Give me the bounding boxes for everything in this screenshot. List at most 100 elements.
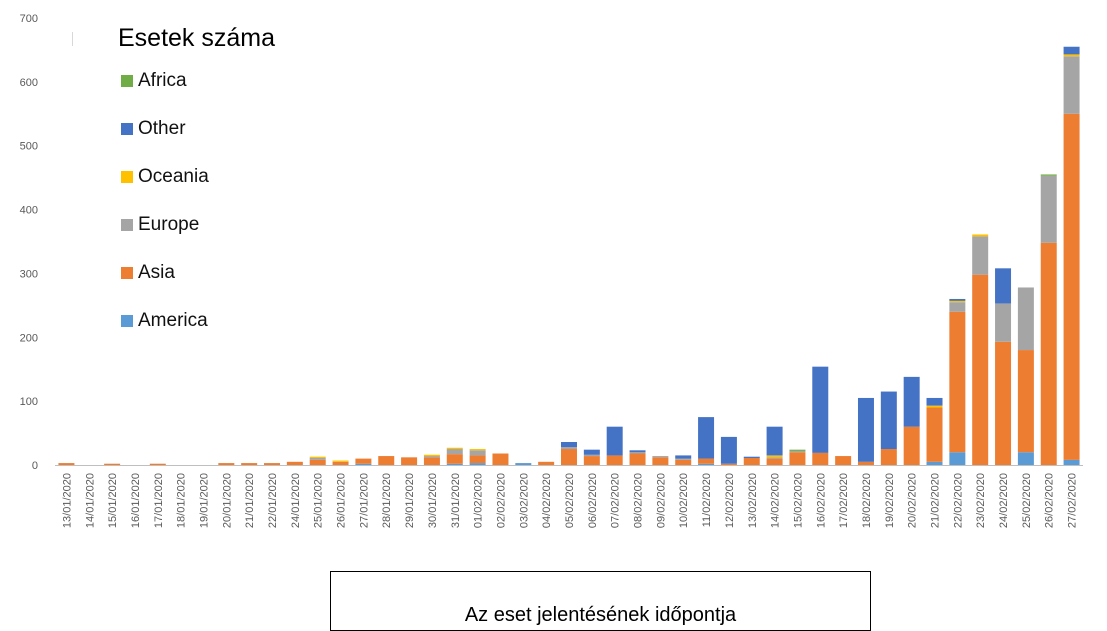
x-tick-label: 26/02/2020 xyxy=(1044,473,1056,528)
legend-item-africa: Africa xyxy=(121,70,187,92)
x-tick-label: 29/01/2020 xyxy=(404,473,416,528)
x-tick-label: 01/02/2020 xyxy=(473,473,485,528)
bar-segment-other xyxy=(857,397,874,462)
x-tick-label: 13/02/2020 xyxy=(747,473,759,528)
bar-segment-america xyxy=(926,461,943,465)
bar-segment-europe xyxy=(766,457,783,459)
bar-segment-asia xyxy=(401,457,418,465)
legend-item-other: Other xyxy=(121,118,186,140)
bar-segment-asia xyxy=(378,456,395,465)
bar-segment-other xyxy=(561,442,577,448)
legend-label: Africa xyxy=(138,70,187,91)
y-tick-label: 200 xyxy=(20,332,38,344)
bar-segment-other xyxy=(949,298,966,301)
x-tick-label: 16/02/2020 xyxy=(815,473,827,528)
bar-segment-oceania xyxy=(469,449,486,451)
bar-segment-oceania xyxy=(423,454,440,457)
y-tick-label: 500 xyxy=(20,141,38,153)
bar-segment-america xyxy=(469,463,486,465)
y-tick-label: 400 xyxy=(20,205,38,217)
bar-segment-asia xyxy=(972,274,989,465)
bar-segment-asia xyxy=(423,457,440,465)
x-tick-label: 10/02/2020 xyxy=(678,473,690,528)
legend-swatch xyxy=(121,267,133,279)
x-tick-label: 16/01/2020 xyxy=(130,473,142,528)
bar-segment-asia xyxy=(1063,113,1080,460)
bar-segment-america xyxy=(446,463,463,465)
y-tick-label: 0 xyxy=(32,460,38,472)
x-tick-label: 31/01/2020 xyxy=(450,473,462,528)
bar-segment-oceania xyxy=(332,460,349,462)
bar-segment-other xyxy=(629,450,646,453)
bar-segment-asia xyxy=(606,455,623,465)
bar-segment-other xyxy=(583,449,600,455)
bar-segment-asia xyxy=(995,341,1012,465)
x-tick-label: 03/02/2020 xyxy=(518,473,530,528)
y-tick-label: 700 xyxy=(20,13,38,25)
x-tick-label: 02/02/2020 xyxy=(495,473,507,528)
bar-segment-other xyxy=(926,397,943,406)
bar-segment-oceania xyxy=(309,456,326,458)
bar-segment-asia xyxy=(949,311,966,453)
bar-segment-asia xyxy=(538,461,555,465)
bar-segment-asia xyxy=(241,463,258,465)
bar-segment-europe xyxy=(1040,175,1057,243)
bar-segment-asia xyxy=(264,463,281,465)
legend-swatch xyxy=(121,171,133,183)
bar-segment-europe xyxy=(469,450,486,456)
bar-segment-asia xyxy=(149,463,166,465)
bar-segment-europe xyxy=(949,302,966,312)
bar-segment-europe xyxy=(583,454,600,457)
bar-segment-asia xyxy=(812,452,829,465)
x-axis-title: Az eset jelentésének időpontja xyxy=(464,604,737,626)
bar-segment-asia xyxy=(789,452,806,465)
bar-segment-other xyxy=(766,426,783,456)
bar-segment-oceania xyxy=(766,455,783,458)
x-tick-label: 18/01/2020 xyxy=(176,473,188,528)
bar-segment-asia xyxy=(903,426,920,465)
bar-segment-other xyxy=(606,426,623,456)
x-tick-label: 14/01/2020 xyxy=(84,473,96,528)
bar-segment-asia xyxy=(355,458,372,464)
x-tick-label: 27/02/2020 xyxy=(1067,473,1079,528)
x-tick-label: 19/02/2020 xyxy=(884,473,896,528)
x-tick-label: 25/01/2020 xyxy=(313,473,325,528)
bar-segment-europe xyxy=(652,456,669,458)
bar-segment-europe xyxy=(995,303,1012,342)
bar-segment-other xyxy=(1063,46,1080,55)
x-tick-label: 18/02/2020 xyxy=(861,473,873,528)
x-tick-label: 20/01/2020 xyxy=(221,473,233,528)
bar-segment-asia xyxy=(675,459,692,465)
legend-item-america: America xyxy=(121,310,208,332)
bar-segment-europe xyxy=(675,458,692,460)
x-tick-label: 05/02/2020 xyxy=(564,473,576,528)
bar-segment-america xyxy=(1017,452,1034,465)
bar-segment-asia xyxy=(1040,242,1057,465)
bar-segment-asia xyxy=(720,463,737,465)
legend-label: America xyxy=(138,310,208,331)
bar-segment-asia xyxy=(880,449,897,465)
x-tick-label: 23/02/2020 xyxy=(975,473,987,528)
legend-label: Europe xyxy=(138,214,200,235)
x-tick-label: 21/02/2020 xyxy=(930,473,942,528)
bar-segment-europe xyxy=(309,457,326,460)
bar-segment-africa xyxy=(1040,174,1057,176)
legend-label: Asia xyxy=(138,262,175,283)
bar-segment-america xyxy=(1063,459,1080,465)
bar-segment-other xyxy=(880,391,897,450)
x-axis-title-box: Az eset jelentésének időpontja xyxy=(330,571,871,631)
bar-segment-asia xyxy=(446,454,463,464)
y-tick-label: 100 xyxy=(20,396,38,408)
x-tick-label: 24/01/2020 xyxy=(290,473,302,528)
bar-segment-asia xyxy=(698,458,715,464)
legend-swatch xyxy=(121,123,133,135)
bar-segment-asia xyxy=(629,453,646,465)
bar-segment-america xyxy=(515,463,532,465)
bar-segment-europe xyxy=(1063,56,1080,114)
bar-segment-africa xyxy=(789,449,806,451)
x-tick-label: 26/01/2020 xyxy=(336,473,348,528)
bar-segment-other xyxy=(720,436,737,464)
x-tick-label: 11/02/2020 xyxy=(701,473,713,527)
bar-segment-america xyxy=(355,463,372,465)
